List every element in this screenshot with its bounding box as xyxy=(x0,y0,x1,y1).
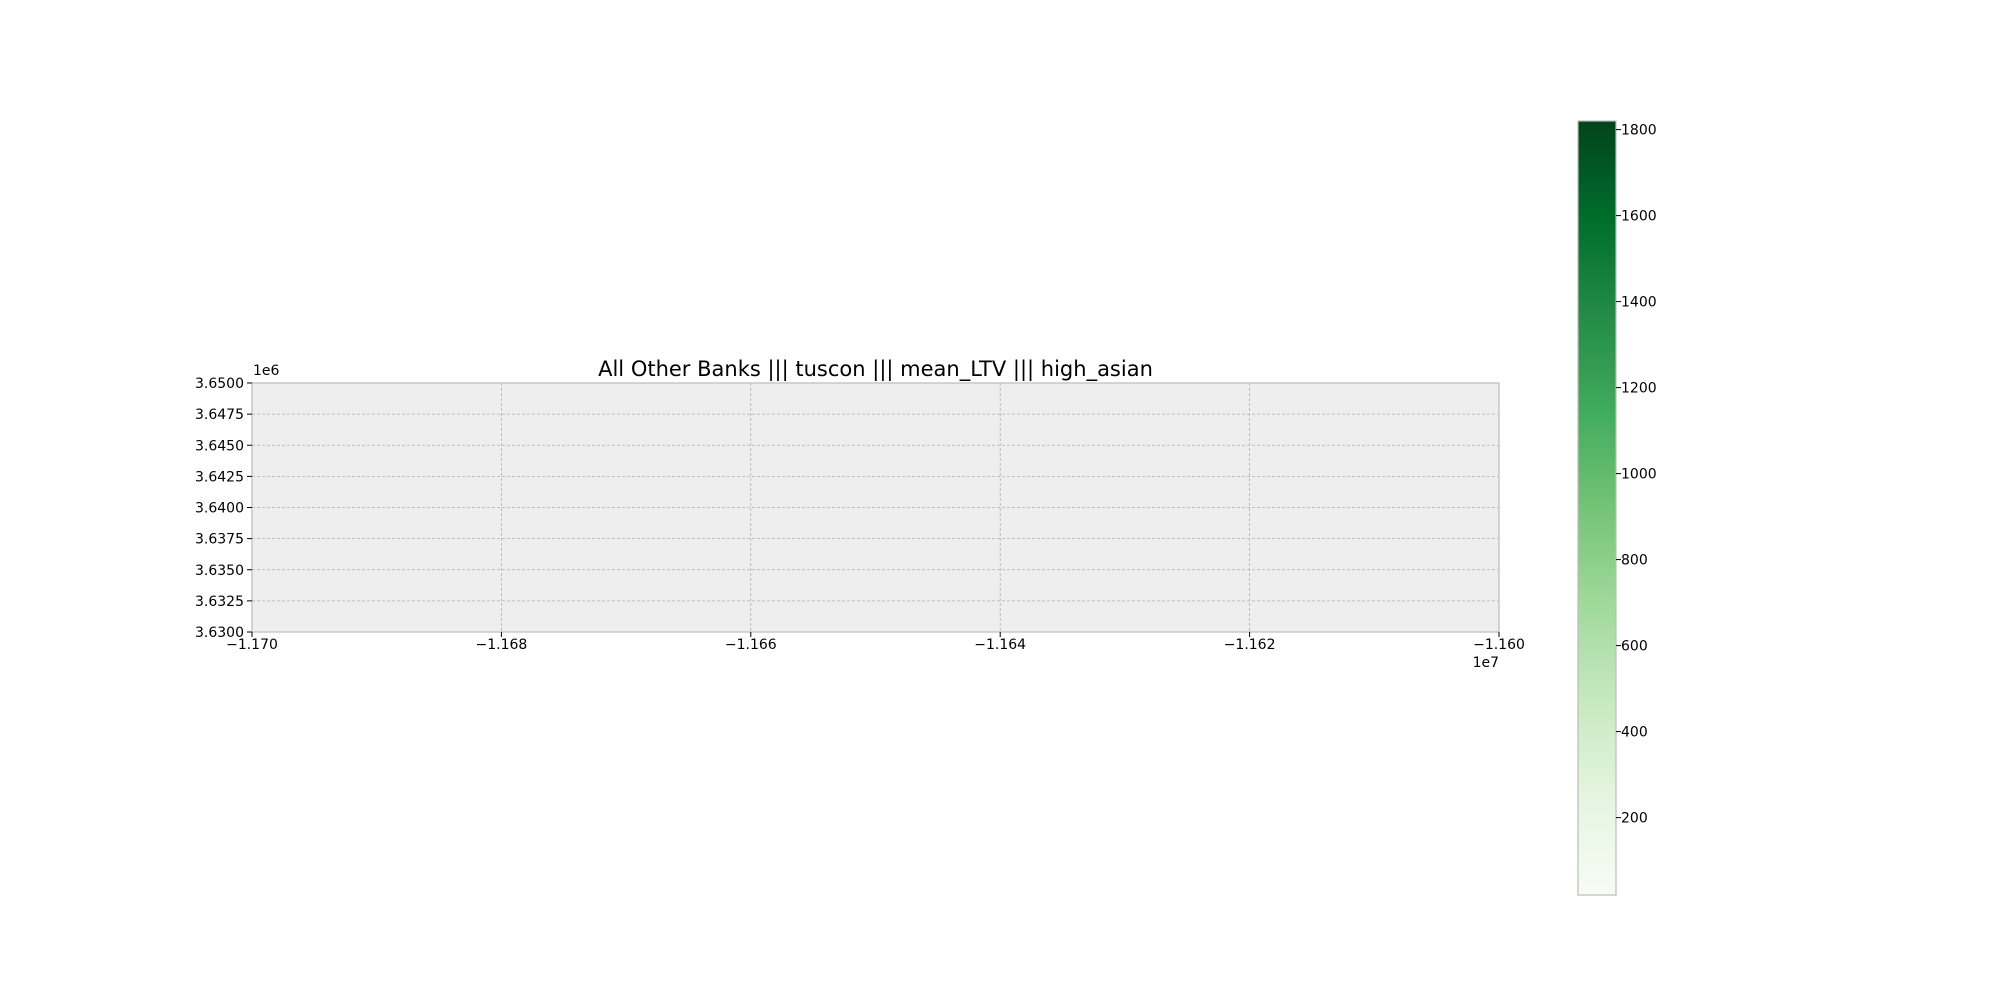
colorbar-tick-label: 800 xyxy=(1621,553,1648,569)
y-tick-label: 3.6425 xyxy=(195,469,244,485)
y-tick-label: 3.6475 xyxy=(195,407,244,423)
y-tick-label: 3.6500 xyxy=(195,376,244,392)
x-tick-label: −1.166 xyxy=(725,637,777,653)
main-axes: −1.170 −1.168 −1.166 −1.164 −1.162 −1.160 3.6… xyxy=(195,357,1525,671)
colorbar-tick-label: 1200 xyxy=(1621,381,1657,397)
x-tick-label: −1.164 xyxy=(974,637,1026,653)
chart-title: All Other Banks ||| tuscon ||| mean_LTV … xyxy=(598,357,1153,382)
y-axis-offset-label: 1e6 xyxy=(253,363,280,379)
colorbar-frame xyxy=(1577,120,1617,896)
y-axis-ticks: 3.6300 3.6325 3.6350 3.6375 3.6400 3.6425 3.64… xyxy=(195,376,252,641)
y-tick-label: 3.6350 xyxy=(195,563,244,579)
colorbar: 200 400 600 800 1000 1200 1400 1600 1800 xyxy=(1577,120,1657,896)
y-tick-label: 3.6300 xyxy=(195,625,244,641)
colorbar-tick-label: 200 xyxy=(1621,811,1648,827)
y-tick-label: 3.6400 xyxy=(195,501,244,517)
x-tick-label: −1.170 xyxy=(226,637,278,653)
colorbar-tick-label: 600 xyxy=(1621,639,1648,655)
y-tick-label: 3.6375 xyxy=(195,532,244,548)
x-axis-ticks: −1.170 −1.168 −1.166 −1.164 −1.162 −1.160 xyxy=(226,632,1525,653)
x-tick-label: −1.160 xyxy=(1473,637,1525,653)
x-axis-offset-label: 1e7 xyxy=(1473,655,1499,671)
y-tick-label: 3.6325 xyxy=(195,594,244,610)
colorbar-gradient xyxy=(1578,121,1616,895)
x-tick-label: −1.162 xyxy=(1224,637,1276,653)
colorbar-tick-label: 1400 xyxy=(1621,295,1657,311)
colorbar-tick-label: 1600 xyxy=(1621,209,1657,225)
y-tick-label: 3.6450 xyxy=(195,438,244,454)
x-tick-label: −1.168 xyxy=(475,637,527,653)
colorbar-tick-label: 400 xyxy=(1621,725,1648,741)
colorbar-tick-label: 1000 xyxy=(1621,467,1657,483)
colorbar-ticks: 200 400 600 800 1000 1200 1400 1600 1800 xyxy=(1616,123,1657,827)
colorbar-tick-label: 1800 xyxy=(1621,123,1657,139)
